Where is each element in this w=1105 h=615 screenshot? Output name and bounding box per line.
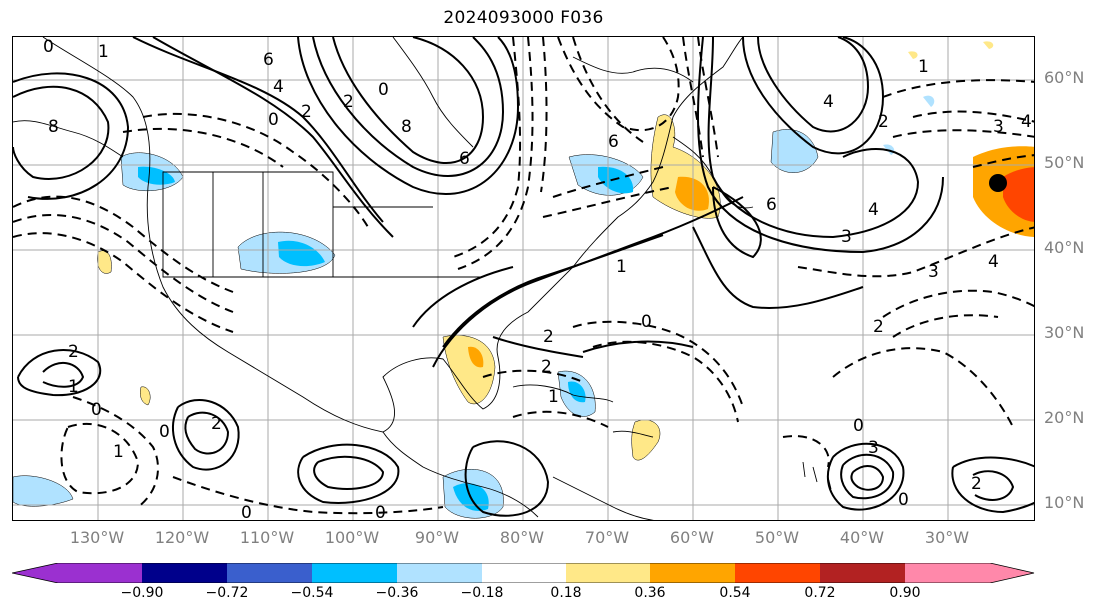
contour-label: 1 <box>548 387 559 407</box>
lon-label-130w: 130°W <box>69 528 125 547</box>
colorbar-tick: 0.90 <box>889 585 921 601</box>
map-svg: 0 1 6 4 2 0 8 6 0 2 6 4 2 1 6 4 3 3 4 1 … <box>13 37 1034 521</box>
contour-label: 0 <box>375 503 386 521</box>
contour-label: 1 <box>616 257 627 277</box>
lon-label-120w: 120°W <box>154 528 210 547</box>
lon-label-30w: 30°W <box>924 528 970 547</box>
colorbar-segment <box>905 563 1034 583</box>
contour-label: 1 <box>98 42 109 62</box>
contour-label: 0 <box>641 312 652 332</box>
coastlines <box>13 37 832 520</box>
solid-contours <box>13 37 1034 517</box>
colorbar-tick: 0.72 <box>804 585 836 601</box>
contour-label: 3 <box>928 262 939 282</box>
contour-label: 3 <box>841 227 852 247</box>
contour-label: 4 <box>868 200 879 220</box>
contour-label: 2 <box>971 474 982 494</box>
colorbar-segment <box>482 563 566 583</box>
lon-label-50w: 50°W <box>754 528 800 547</box>
colorbar-segment <box>12 563 142 583</box>
lon-label-70w: 70°W <box>584 528 630 547</box>
colorbar-segment <box>312 563 397 583</box>
contour-label: 1 <box>68 377 79 397</box>
lon-label-110w: 110°W <box>239 528 295 547</box>
contour-label: 6 <box>459 149 470 169</box>
contour-label: 6 <box>766 195 777 215</box>
lat-label-40n: 40°N <box>1044 238 1085 257</box>
lon-label-90w: 90°W <box>414 528 460 547</box>
contour-label: 2 <box>211 414 222 434</box>
contour-label: 0 <box>268 110 279 130</box>
lat-label-20n: 20°N <box>1044 408 1085 427</box>
lon-label-60w: 60°W <box>669 528 715 547</box>
shading-layer <box>13 41 1034 519</box>
colorbar-segment <box>397 563 482 583</box>
lat-label-50n: 50°N <box>1044 153 1085 172</box>
contour-label: 0 <box>853 416 864 436</box>
contour-labels: 0 1 6 4 2 0 8 6 0 2 6 4 2 1 6 4 3 3 4 1 … <box>43 37 1032 521</box>
colorbar-segment <box>566 563 650 583</box>
contour-label: 1 <box>113 442 124 462</box>
contour-label: 2 <box>873 317 884 337</box>
colorbar-segment <box>227 563 312 583</box>
dashed-contours <box>13 37 1034 515</box>
contour-label: 2 <box>343 92 354 112</box>
lon-label-80w: 80°W <box>499 528 545 547</box>
colorbar-tick: −0.36 <box>375 585 419 601</box>
contour-label: 0 <box>43 37 54 57</box>
contour-label: 4 <box>273 77 284 97</box>
colorbar-tick: −0.90 <box>120 585 164 601</box>
contour-label: 0 <box>159 422 170 442</box>
lat-label-10n: 10°N <box>1044 493 1085 512</box>
contour-label: 8 <box>401 117 412 137</box>
contour-label: 0 <box>91 400 102 420</box>
colorbar-segment <box>820 563 905 583</box>
figure-title: 2024093000 F036 <box>443 8 604 28</box>
colorbar-tick: 0.36 <box>634 585 666 601</box>
colorbar-segment <box>735 563 820 583</box>
colorbar-segment <box>650 563 735 583</box>
contour-label: 0 <box>241 503 252 521</box>
contour-label: 1 <box>918 57 929 77</box>
graticule <box>13 37 1034 520</box>
colorbar-tick: 0.18 <box>550 585 582 601</box>
contour-label: 2 <box>301 102 312 122</box>
contour-label: 0 <box>378 80 389 100</box>
colorbar-tick: −0.72 <box>205 585 249 601</box>
contour-label: 3 <box>868 438 879 458</box>
contour-label: 6 <box>608 132 619 152</box>
contour-label: 2 <box>541 357 552 377</box>
contour-label: 2 <box>878 112 889 132</box>
lon-label-40w: 40°W <box>839 528 885 547</box>
contour-label: 8 <box>48 117 59 137</box>
lat-label-60n: 60°N <box>1044 68 1085 87</box>
colorbar-tick: 0.54 <box>719 585 751 601</box>
map-panel: 0 1 6 4 2 0 8 6 0 2 6 4 2 1 6 4 3 3 4 1 … <box>12 36 1035 521</box>
lon-label-100w: 100°W <box>324 528 380 547</box>
contour-label: 4 <box>988 252 999 272</box>
contour-label: 3 <box>993 117 1004 137</box>
colorbar <box>12 563 1035 583</box>
contour-label: 2 <box>543 327 554 347</box>
contour-label: 6 <box>263 50 274 70</box>
contour-label: 4 <box>823 92 834 112</box>
observation-dot <box>989 174 1007 192</box>
contour-label: 0 <box>898 490 909 510</box>
contour-label: 2 <box>68 342 79 362</box>
contour-label: 4 <box>1021 112 1032 132</box>
colorbar-tick: −0.18 <box>460 585 504 601</box>
lat-label-30n: 30°N <box>1044 323 1085 342</box>
colorbar-segment <box>142 563 227 583</box>
colorbar-tick: −0.54 <box>290 585 334 601</box>
